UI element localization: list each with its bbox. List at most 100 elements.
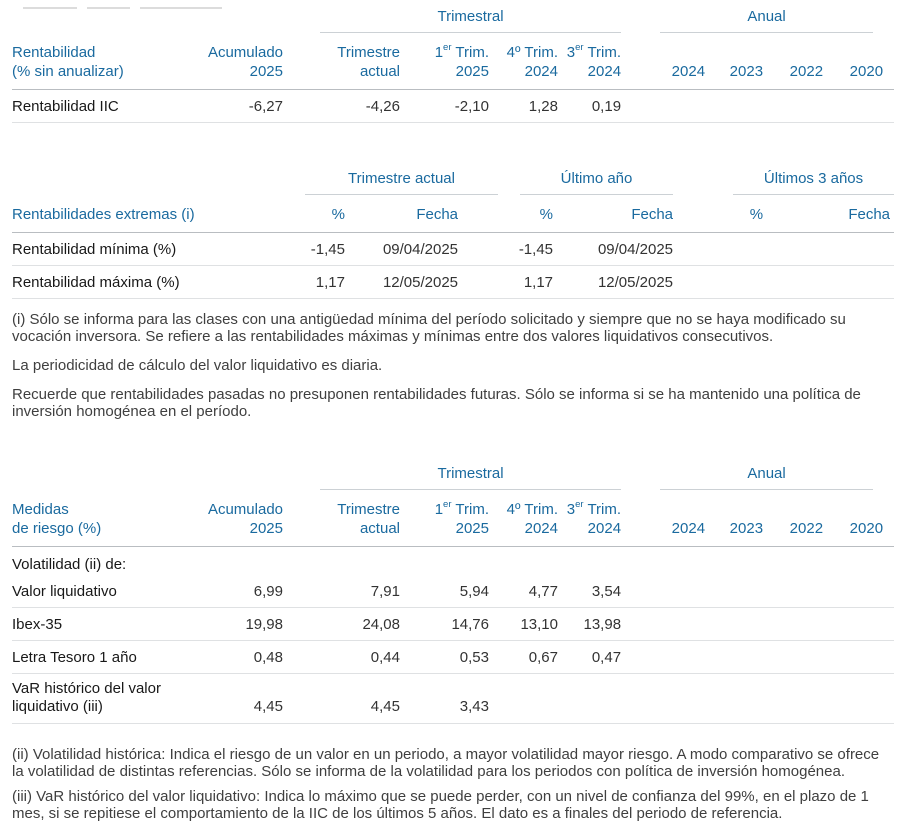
row-label: Rentabilidad mínima (%) xyxy=(12,232,292,266)
cell-value xyxy=(763,673,824,724)
cell-value: 13,98 xyxy=(558,607,622,641)
section-row-volatilidad: Volatilidad (ii) de: xyxy=(12,547,894,576)
note-paragraph: La periodicidad de cálculo del valor liq… xyxy=(12,357,383,374)
cell-value: 0,44 xyxy=(283,640,400,674)
cell-value: 19,98 xyxy=(192,607,283,641)
col-header-2024: 2024 xyxy=(621,33,706,90)
cell-value xyxy=(621,575,706,608)
group-header-row: Trimestral Anual xyxy=(12,464,894,490)
column-header-row: Rentabilidad (% sin anualizar) Acumulado… xyxy=(12,33,895,90)
cell-value: 14,76 xyxy=(400,607,489,641)
col-header-4o-trim: 4º Trim. 2024 xyxy=(489,490,558,547)
table-row-letra-tesoro: Letra Tesoro 1 año 0,48 0,44 0,53 0,67 0… xyxy=(12,640,895,674)
cell-value xyxy=(621,607,706,641)
col-header-pct: % xyxy=(673,195,764,233)
cell-value xyxy=(705,640,764,674)
cell-value: 0,67 xyxy=(489,640,558,674)
rentabilidades-extremas-table: Trimestre actual Último año Últimos 3 añ… xyxy=(12,169,895,299)
cropped-text-fragment xyxy=(23,7,222,9)
col-header-1er-trim: 1er Trim. 2025 xyxy=(400,33,489,90)
cell-value xyxy=(705,673,764,724)
col-header-2020: 2020 xyxy=(823,33,895,90)
cell-value xyxy=(763,232,895,266)
cell-value: 0,47 xyxy=(558,640,622,674)
cell-value xyxy=(763,607,824,641)
cell-value: -6,27 xyxy=(192,89,283,123)
cell-value xyxy=(763,89,824,123)
col-header-3er-trim: 3er Trim. 2024 xyxy=(558,33,622,90)
col-header-fecha: Fecha xyxy=(553,195,674,233)
cell-value: 3,54 xyxy=(558,575,622,608)
cell-value xyxy=(621,673,706,724)
cell-value xyxy=(763,575,824,608)
cell-value xyxy=(673,265,764,299)
cell-value xyxy=(705,607,764,641)
cell-value: 4,45 xyxy=(192,673,283,724)
cell-value xyxy=(823,673,895,724)
cell-value xyxy=(763,265,895,299)
cell-value xyxy=(705,575,764,608)
group-header-anual: Anual xyxy=(660,9,874,33)
col-header-acumulado: Acumulado 2025 xyxy=(192,33,283,90)
footnotes-block: (ii) Volatilidad histórica: Indica el ri… xyxy=(12,746,882,822)
cell-value: 4,77 xyxy=(489,575,558,608)
row-label: Valor liquidativo xyxy=(12,575,192,608)
group-header-anual: Anual xyxy=(660,466,874,490)
cell-value: -4,26 xyxy=(283,89,400,123)
table-row-ibex-35: Ibex-35 19,98 24,08 14,76 13,10 13,98 xyxy=(12,607,895,641)
cell-value: 5,94 xyxy=(400,575,489,608)
group-header-trimestre-actual: Trimestre actual xyxy=(305,171,499,195)
col-header-2020: 2020 xyxy=(823,490,895,547)
cell-value: 1,28 xyxy=(489,89,558,123)
cell-value: -2,10 xyxy=(400,89,489,123)
cell-value xyxy=(763,640,824,674)
col-header-pct: % xyxy=(498,195,554,233)
table-row-var-historico: VaR histórico del valor liquidativo (iii… xyxy=(12,673,895,724)
col-header-fecha: Fecha xyxy=(763,195,895,233)
col-header-4o-trim: 4º Trim. 2024 xyxy=(489,33,558,90)
cell-value: 1,17 xyxy=(498,265,554,299)
cell-value: 1,17 xyxy=(292,265,345,299)
cell-value xyxy=(823,607,895,641)
group-spacer xyxy=(12,464,283,490)
cell-value: 4,45 xyxy=(283,673,400,724)
col-header-2022: 2022 xyxy=(763,33,824,90)
table-row-rentabilidad-maxima: Rentabilidad máxima (%) 1,17 12/05/2025 … xyxy=(12,265,895,299)
column-header-row: Medidas de riesgo (%) Acumulado 2025 Tri… xyxy=(12,490,895,547)
table-title: Rentabilidades extremas (i) xyxy=(12,195,292,233)
col-header-2024: 2024 xyxy=(621,490,706,547)
cell-value: 24,08 xyxy=(283,607,400,641)
table-title: Medidas de riesgo (%) xyxy=(12,490,192,547)
cell-value: 7,91 xyxy=(283,575,400,608)
medidas-de-riesgo-table: Trimestral Anual Medidas de riesgo (%) A… xyxy=(12,464,895,724)
col-header-2022: 2022 xyxy=(763,490,824,547)
cell-value: 13,10 xyxy=(489,607,558,641)
group-header-ultimo-ano: Último año xyxy=(520,171,674,195)
report-page: Trimestral Anual Rentabilidad (% sin anu… xyxy=(0,7,906,822)
cell-value xyxy=(673,232,764,266)
footnote-paragraph: (ii) Volatilidad histórica: Indica el ri… xyxy=(12,746,880,780)
cell-value: 12/05/2025 xyxy=(345,265,499,299)
cell-value: 3,43 xyxy=(400,673,489,724)
table-row-rentabilidad-minima: Rentabilidad mínima (%) -1,45 09/04/2025… xyxy=(12,232,895,266)
cell-value: 0,19 xyxy=(558,89,622,123)
group-header-trimestral: Trimestral xyxy=(320,9,622,33)
group-header-row: Trimestre actual Último año Últimos 3 añ… xyxy=(12,169,895,195)
note-paragraph: Recuerde que rentabilidades pasadas no p… xyxy=(12,386,861,420)
rentabilidad-table: Trimestral Anual Rentabilidad (% sin anu… xyxy=(12,7,895,123)
col-header-acumulado: Acumulado 2025 xyxy=(192,490,283,547)
cell-value xyxy=(621,89,706,123)
note-paragraph: (i) Sólo se informa para las clases con … xyxy=(12,311,846,345)
col-header-trimestre-actual: Trimestre actual xyxy=(283,490,400,547)
cell-value: 09/04/2025 xyxy=(553,232,674,266)
col-header-2023: 2023 xyxy=(705,490,764,547)
table-row-rentabilidad-iic: Rentabilidad IIC -6,27 -4,26 -2,10 1,28 … xyxy=(12,89,895,123)
cell-value: 0,53 xyxy=(400,640,489,674)
cell-value xyxy=(823,640,895,674)
cell-value xyxy=(705,89,764,123)
col-header-3er-trim: 3er Trim. 2024 xyxy=(558,490,622,547)
cell-value xyxy=(823,575,895,608)
group-header-ultimos-3-anos: Últimos 3 años xyxy=(733,171,895,195)
row-label: Rentabilidad máxima (%) xyxy=(12,265,292,299)
row-label: Ibex-35 xyxy=(12,607,192,641)
